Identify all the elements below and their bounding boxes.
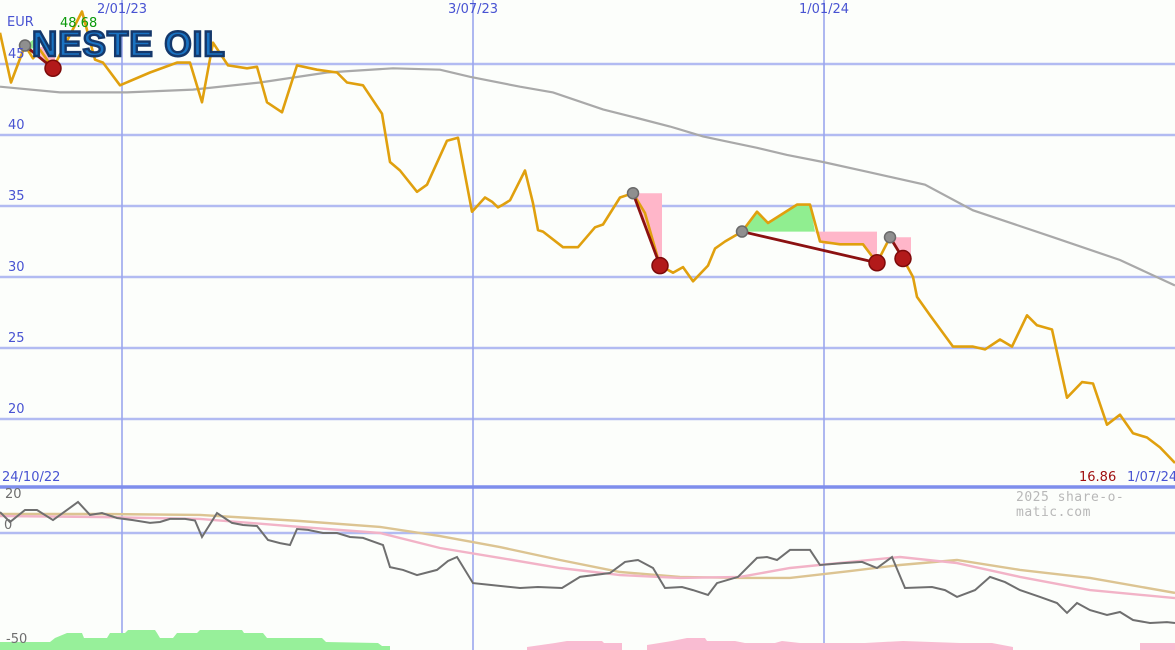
trade-exit-marker-2: [868, 254, 886, 272]
moving-average-line: [0, 67, 1175, 287]
watermark: 2025 share-o-matic.com: [1016, 490, 1125, 520]
currency-label: EUR: [7, 15, 34, 30]
price-line: [0, 10, 1175, 464]
end-date-label: 1/07/24: [1127, 470, 1175, 485]
last-price-label: 16.86: [1079, 470, 1117, 485]
volume-area-pink-0: [527, 641, 622, 650]
max-price-label: 48.68: [60, 16, 98, 31]
trade-entry-marker-3: [883, 230, 897, 244]
oscillator-line: [0, 500, 1175, 625]
price-tick-label-45: 45: [8, 47, 25, 62]
indicator-tick-label-20: 20: [5, 487, 22, 502]
volume-area-pink-1: [647, 638, 1013, 650]
oscillator-signal-pink-line: [0, 514, 1175, 600]
trade-exit-marker-0: [44, 59, 62, 78]
start-date-label: 24/10/22: [2, 470, 61, 485]
top-date-label: 3/07/23: [447, 2, 499, 17]
indicator-tick-label--50: -50: [6, 632, 28, 647]
price-tick-label-40: 40: [8, 118, 25, 133]
trade-loss-fill-4: [815, 231, 877, 263]
trade-exit-marker-1: [651, 256, 669, 275]
trade-entry-marker-0: [18, 39, 32, 52]
neste-oil-logo: NESTE OIL: [31, 25, 226, 64]
trade-connector-1: [631, 192, 662, 267]
price-tick-label-20: 20: [8, 402, 25, 417]
top-date-label: 1/01/24: [798, 2, 850, 17]
trade-win-fill-3: [742, 204, 815, 232]
top-date-label: 2/01/23: [96, 2, 148, 17]
price-tick-label-25: 25: [8, 331, 25, 346]
price-tick-label-35: 35: [8, 189, 25, 204]
trade-entry-marker-1: [626, 186, 640, 200]
trade-loss-fill-1: [36, 47, 55, 74]
price-tick-label-30: 30: [8, 260, 25, 275]
trade-exit-marker-3: [894, 249, 912, 268]
volume-area-green: [0, 630, 390, 650]
trade-entry-marker-2: [735, 225, 749, 238]
volume-area-pink-2: [1140, 643, 1175, 650]
indicator-tick-label-0: 0: [4, 518, 13, 533]
trade-connector-2: [741, 230, 878, 265]
oscillator-signal-tan-line: [0, 512, 1175, 595]
